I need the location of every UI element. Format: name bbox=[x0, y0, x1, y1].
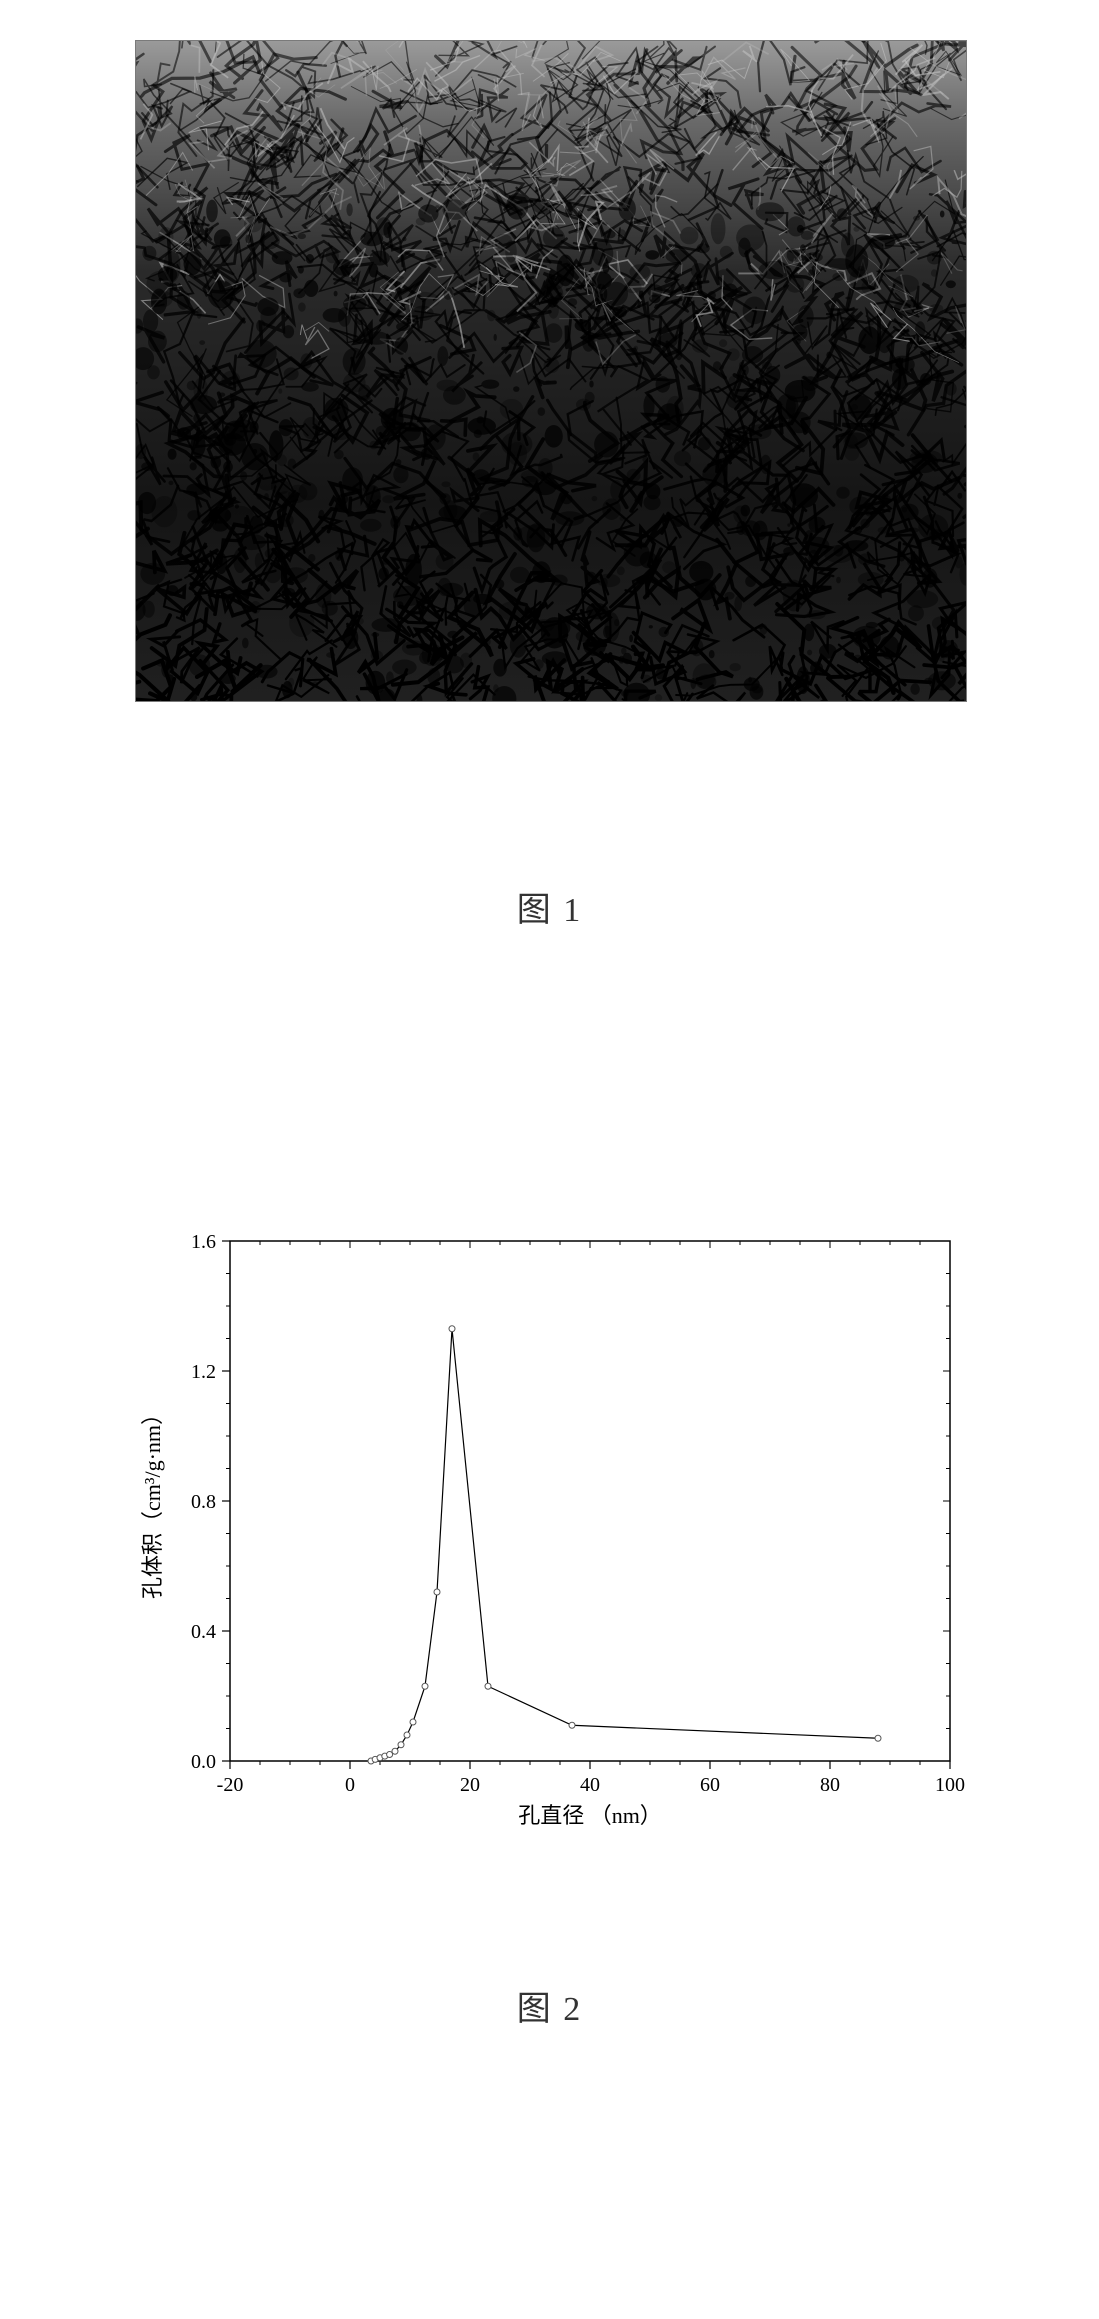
figure-2-caption: 图 2 bbox=[130, 1981, 969, 2030]
svg-text:-20: -20 bbox=[217, 1774, 244, 1796]
figure-1-micrograph bbox=[135, 40, 967, 702]
svg-text:1.6: 1.6 bbox=[191, 1231, 216, 1253]
svg-text:80: 80 bbox=[820, 1774, 840, 1796]
svg-text:0.4: 0.4 bbox=[191, 1621, 216, 1643]
svg-text:0.8: 0.8 bbox=[191, 1491, 216, 1513]
svg-text:100: 100 bbox=[935, 1774, 965, 1796]
figure-1-caption: 图 1 bbox=[130, 882, 969, 931]
svg-text:60: 60 bbox=[700, 1774, 720, 1796]
svg-text:40: 40 bbox=[580, 1774, 600, 1796]
svg-text:1.2: 1.2 bbox=[191, 1361, 216, 1383]
figure-2-chart: -20 0 20 40 60 80 100 0.0 0.4 0.8 1.2 1.6 孔直径 （nm） 孔体… bbox=[120, 1211, 980, 1851]
svg-text:孔体积（cm³/g·nm）: 孔体积（cm³/g·nm） bbox=[140, 1403, 165, 1599]
svg-text:0: 0 bbox=[345, 1774, 355, 1796]
svg-text:孔直径 （nm）: 孔直径 （nm） bbox=[518, 1803, 662, 1828]
svg-text:0.0: 0.0 bbox=[191, 1751, 216, 1773]
svg-text:20: 20 bbox=[460, 1774, 480, 1796]
